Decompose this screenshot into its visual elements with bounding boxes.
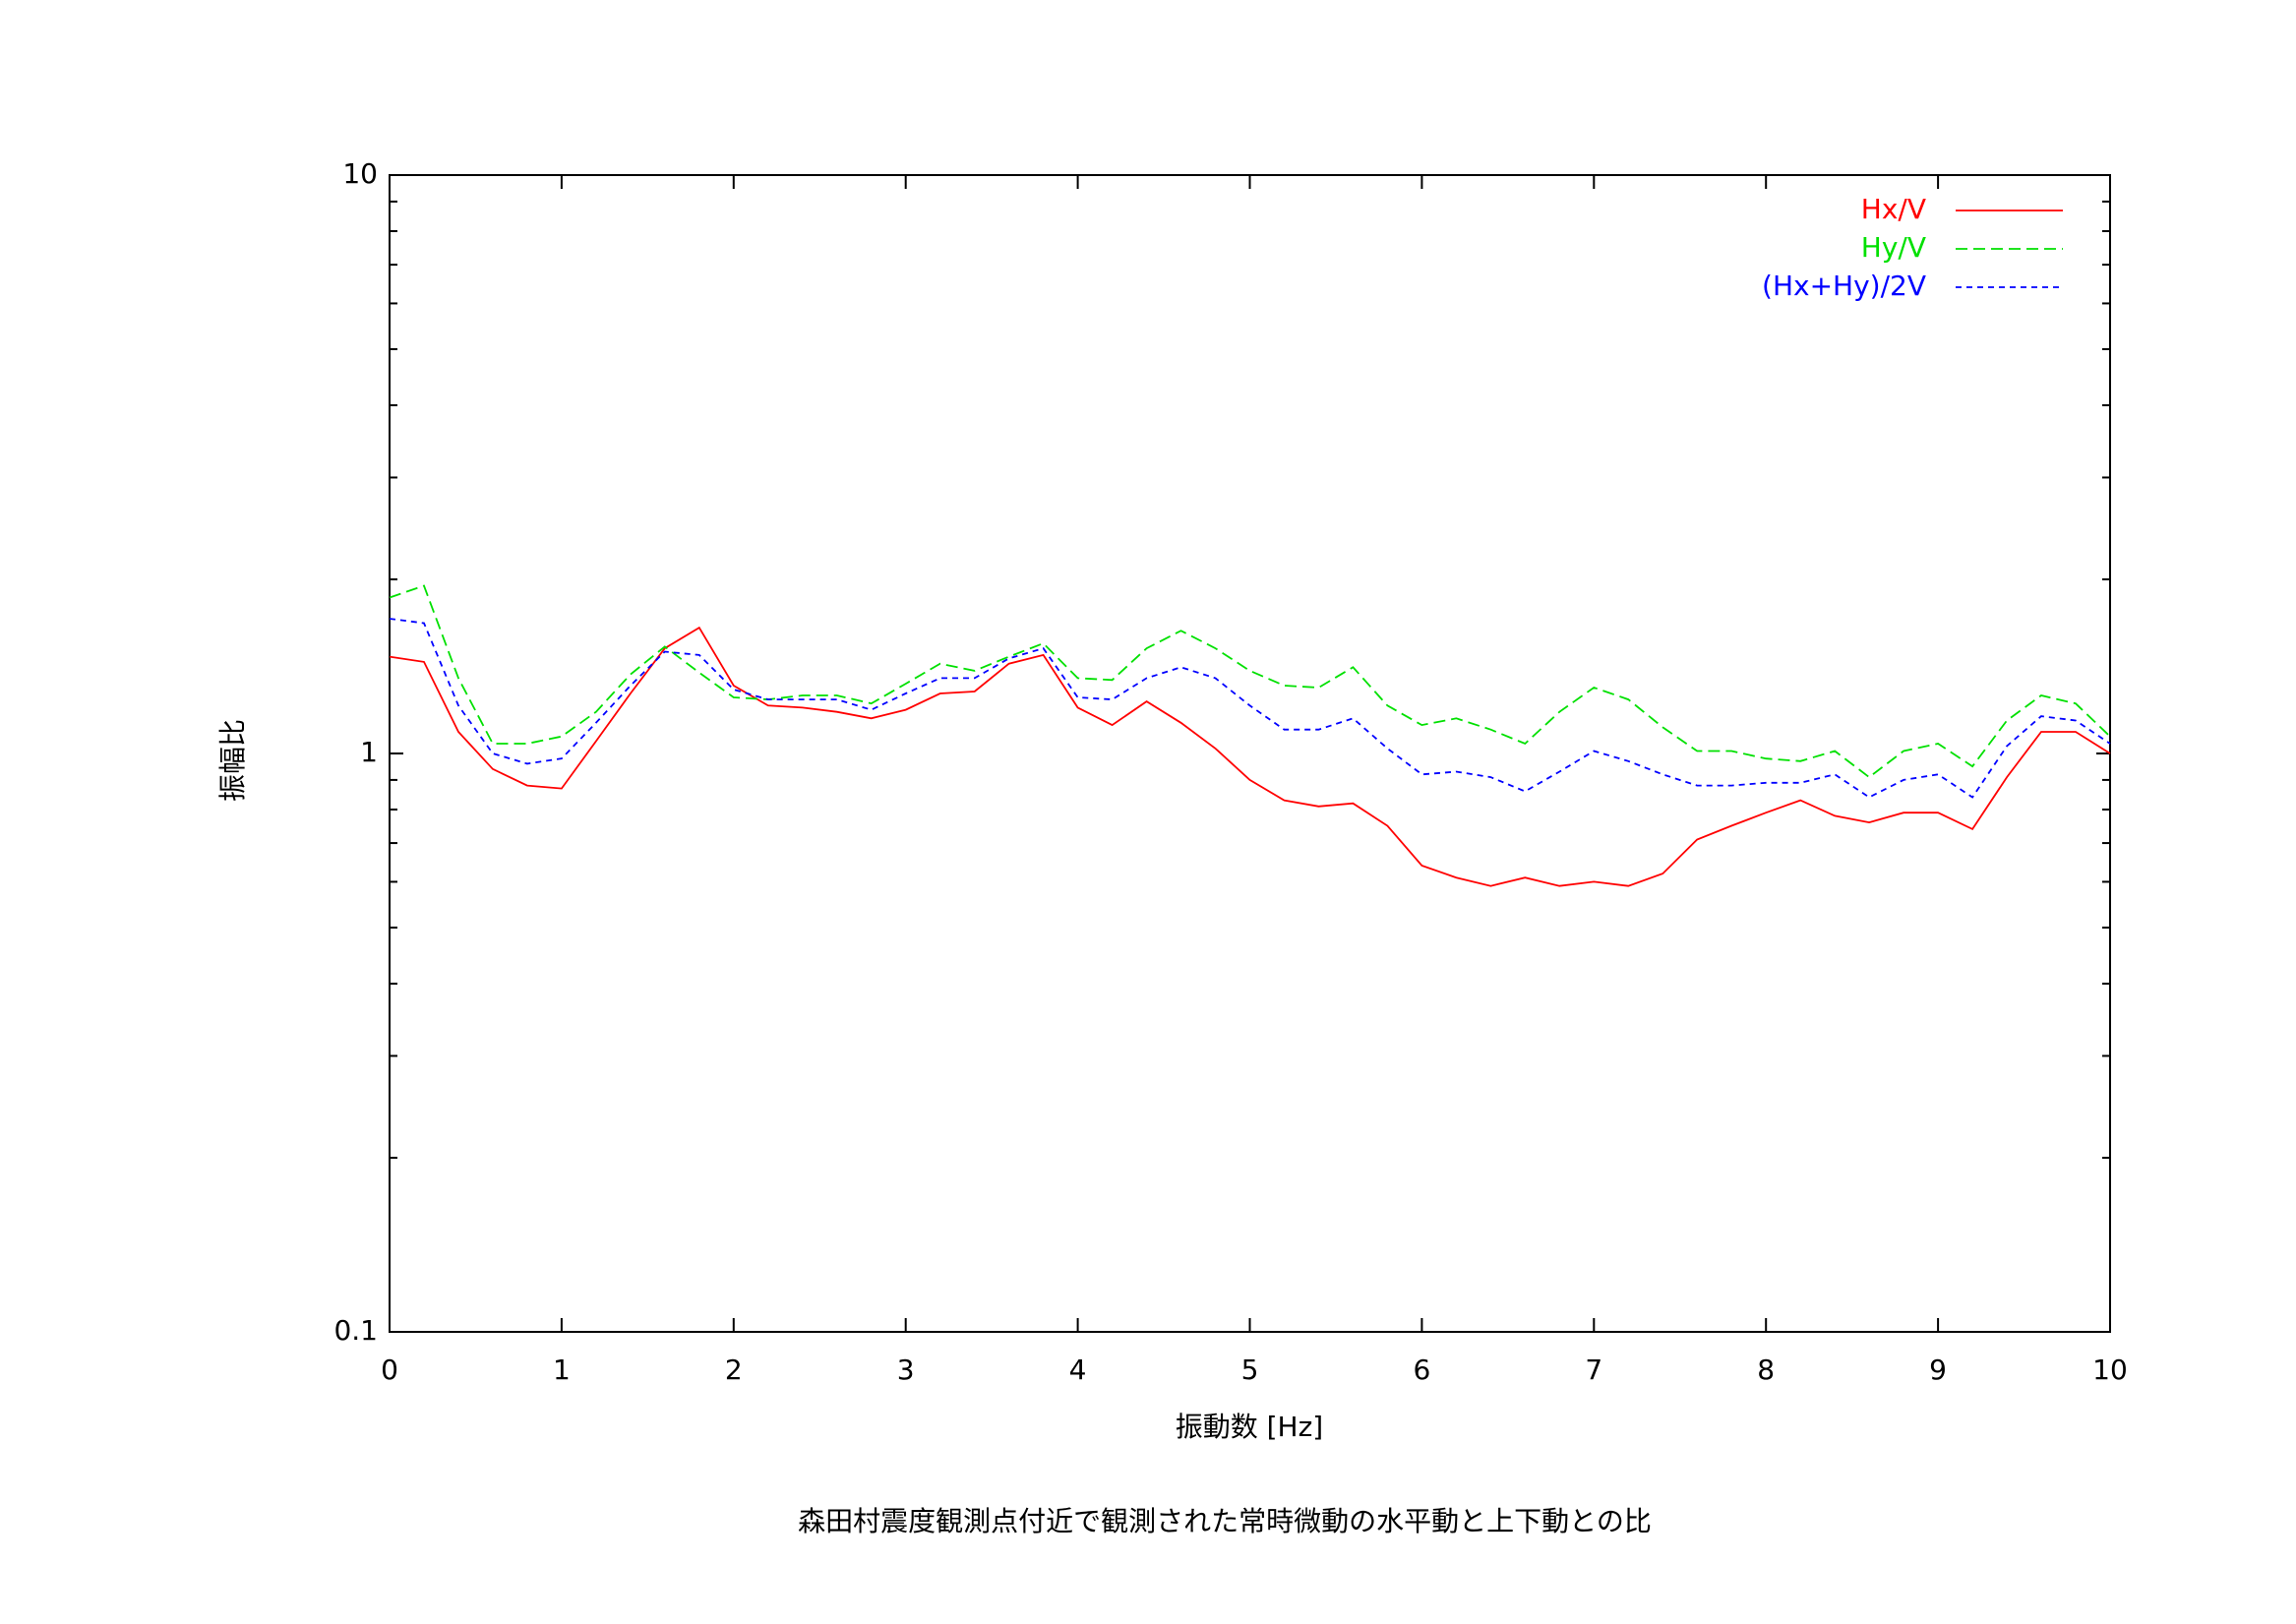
x-tick-label: 3 bbox=[897, 1353, 915, 1386]
x-tick-label: 0 bbox=[381, 1353, 398, 1386]
x-axis-label: 振動数 [Hz] bbox=[1176, 1411, 1324, 1443]
series-line bbox=[389, 626, 2111, 887]
x-tick-label: 8 bbox=[1757, 1353, 1775, 1386]
y-axis-label: 振幅比 bbox=[216, 719, 249, 802]
y-tick-label: 0.1 bbox=[333, 1314, 378, 1347]
legend-label: Hx/V bbox=[1861, 193, 1926, 225]
x-tick-label: 6 bbox=[1413, 1353, 1430, 1386]
y-tick-label: 1 bbox=[360, 736, 378, 768]
series-line bbox=[389, 618, 2111, 799]
plot-frame bbox=[389, 174, 2111, 1333]
x-tick-label: 2 bbox=[725, 1353, 743, 1386]
x-tick-label: 5 bbox=[1241, 1353, 1259, 1386]
legend-label: Hy/V bbox=[1861, 231, 1926, 264]
chart-title: 森田村震度観測点付近で観測された常時微動の水平動と上下動との比 bbox=[798, 1505, 1652, 1537]
series-line bbox=[389, 584, 2111, 779]
y-tick-label: 10 bbox=[342, 157, 378, 190]
x-tick-label: 1 bbox=[553, 1353, 571, 1386]
x-tick-label: 4 bbox=[1069, 1353, 1087, 1386]
legend-label: (Hx+Hy)/2V bbox=[1762, 270, 1926, 302]
x-tick-label: 7 bbox=[1585, 1353, 1602, 1386]
x-tick-label: 10 bbox=[2092, 1353, 2128, 1386]
x-tick-label: 9 bbox=[1929, 1353, 1947, 1386]
